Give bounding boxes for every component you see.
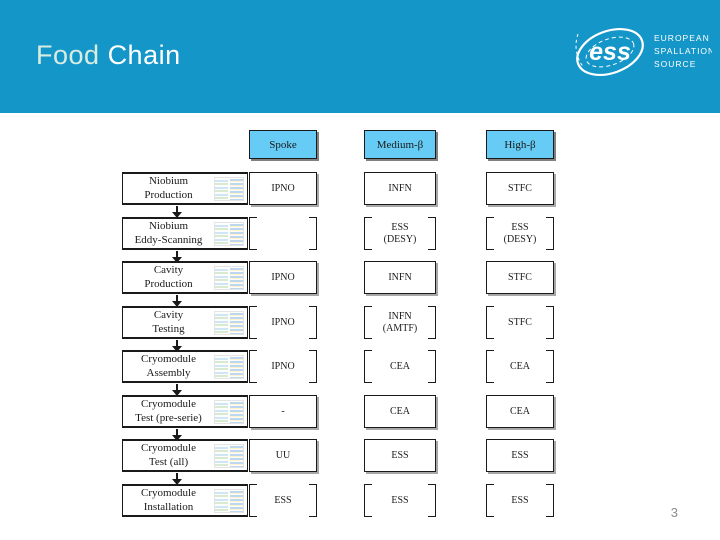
page-title-word1: Food [36,40,100,70]
cell-high-2: ESS (DESY) [486,217,554,250]
page-number: 3 [670,505,678,520]
step-box-cryomodule-assembly: Cryomodule Assembly [122,350,248,383]
process-thumbnail-image [214,354,244,379]
cell-medium-6: CEA [364,395,436,428]
process-thumbnail-image [214,221,244,246]
cell-medium-4: INFN (AMTF) [364,306,436,339]
cell-medium-5: CEA [364,350,436,383]
flow-arrow-down-icon [171,473,183,485]
process-thumbnail-image [214,488,244,513]
step-label: Cryomodule Assembly [141,353,196,379]
process-thumbnail-image [214,399,244,424]
flow-arrow-down-icon [171,429,183,441]
process-row-5: Cryomodule Assembly IPNO CEA CEA [0,350,720,383]
process-thumbnail-image [214,443,244,468]
cell-high-4: STFC [486,306,554,339]
cell-spoke-4: IPNO [249,306,317,339]
cell-medium-1: INFN [364,172,436,205]
cell-spoke-5: IPNO [249,350,317,383]
title-band: Food Chain ess EUROPEAN SPALLATION SOURC… [0,0,720,113]
step-box-cryomodule-test-all: Cryomodule Test (all) [122,439,248,472]
logo-caption-line1: EUROPEAN [654,33,710,43]
step-box-niobium-production: Niobium Production [122,172,248,205]
page-title-word2: Chain [107,40,181,70]
column-header-spoke: Spoke [249,130,317,159]
step-label: Cryomodule Test (pre-serie) [135,398,202,424]
cell-high-7: ESS [486,439,554,472]
process-thumbnail-image [214,265,244,290]
step-box-cavity-production: Cavity Production [122,261,248,294]
process-row-4: Cavity Testing IPNO INFN (AMTF) STFC [0,306,720,339]
logo-caption-line3: SOURCE [654,59,696,69]
cell-spoke-7: UU [249,439,317,472]
process-row-7: Cryomodule Test (all) UU ESS ESS [0,439,720,472]
logo-caption-line2: SPALLATION [654,46,712,56]
ess-logo-mark-text: ess [589,38,631,66]
flow-arrow-down-icon [171,295,183,307]
column-header-medium-beta: Medium-β [364,130,436,159]
step-box-niobium-eddy-scanning: Niobium Eddy-Scanning [122,217,248,250]
flow-arrow-down-icon [171,340,183,352]
ess-logo: ess EUROPEAN SPALLATION SOURCE [570,10,714,99]
step-label: Niobium Eddy-Scanning [134,220,203,246]
step-label: Niobium Production [144,175,193,201]
cell-spoke-2 [249,217,317,250]
cell-spoke-3: IPNO [249,261,317,294]
cell-high-3: STFC [486,261,554,294]
process-row-2: Niobium Eddy-Scanning ESS (DESY) ESS (DE… [0,217,720,250]
cell-medium-7: ESS [364,439,436,472]
process-thumbnail-image [214,310,244,335]
page-title: Food Chain [36,40,181,71]
process-row-8: Cryomodule Installation ESS ESS ESS [0,484,720,517]
step-box-cavity-testing: Cavity Testing [122,306,248,339]
process-row-3: Cavity Production IPNO INFN STFC [0,261,720,294]
cell-high-8: ESS [486,484,554,517]
step-box-cryomodule-test-pre-serie: Cryomodule Test (pre-serie) [122,395,248,428]
column-header-high-beta: High-β [486,130,554,159]
cell-spoke-6: - [249,395,317,428]
step-label: Cryomodule Installation [141,487,196,513]
step-label: Cavity Production [144,264,193,290]
cell-spoke-1: IPNO [249,172,317,205]
cell-high-5: CEA [486,350,554,383]
cell-high-1: STFC [486,172,554,205]
flow-arrow-down-icon [171,251,183,263]
ess-logo-icon: ess EUROPEAN SPALLATION SOURCE [575,27,714,77]
flow-arrow-down-icon [171,384,183,396]
flow-arrow-down-icon [171,206,183,218]
step-box-cryomodule-installation: Cryomodule Installation [122,484,248,517]
step-label: Cavity Testing [152,309,185,335]
cell-medium-3: INFN [364,261,436,294]
step-label: Cryomodule Test (all) [141,442,196,468]
process-row-1: Niobium Production IPNO INFN STFC [0,172,720,205]
cell-medium-2: ESS (DESY) [364,217,436,250]
cell-high-6: CEA [486,395,554,428]
cell-spoke-8: ESS [249,484,317,517]
process-thumbnail-image [214,176,244,201]
cell-medium-8: ESS [364,484,436,517]
process-row-6: Cryomodule Test (pre-serie) - CEA CEA [0,395,720,428]
